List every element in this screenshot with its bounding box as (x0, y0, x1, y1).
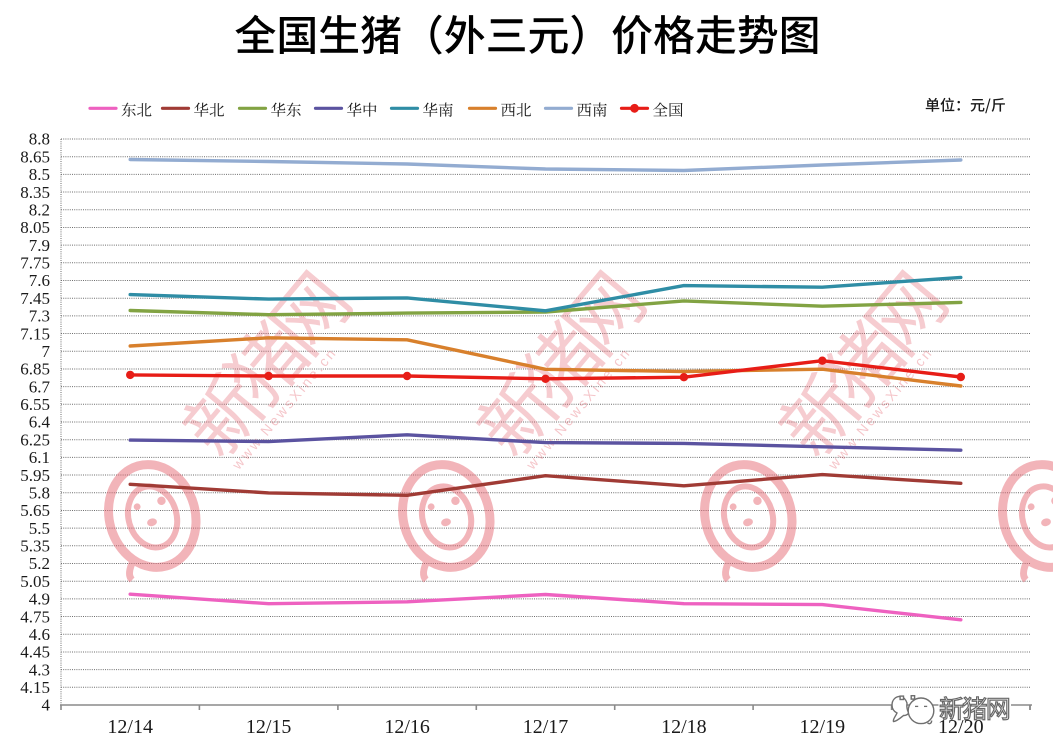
svg-text:7.75: 7.75 (20, 254, 50, 273)
svg-text:12/15: 12/15 (246, 716, 292, 738)
svg-text:7: 7 (42, 342, 51, 361)
svg-text:12/16: 12/16 (384, 716, 430, 738)
svg-text:8.35: 8.35 (20, 183, 50, 202)
svg-text:5.8: 5.8 (29, 483, 50, 502)
svg-text:8.2: 8.2 (29, 200, 50, 219)
svg-text:5.65: 5.65 (20, 501, 50, 520)
svg-text:6.7: 6.7 (29, 377, 51, 396)
svg-text:8.05: 8.05 (20, 218, 50, 237)
svg-text:5.95: 5.95 (20, 466, 50, 485)
svg-text:6.25: 6.25 (20, 430, 50, 449)
svg-text:12/19: 12/19 (800, 716, 846, 738)
svg-text:8.5: 8.5 (29, 165, 50, 184)
svg-text:4.15: 4.15 (20, 678, 50, 697)
svg-text:6.85: 6.85 (20, 360, 50, 379)
svg-text:8.8: 8.8 (29, 130, 50, 149)
svg-text:5.5: 5.5 (29, 519, 50, 538)
svg-text:5.2: 5.2 (29, 554, 50, 573)
svg-text:4.3: 4.3 (29, 660, 50, 679)
svg-text:12/18: 12/18 (661, 716, 707, 738)
svg-text:4: 4 (42, 696, 51, 715)
svg-text:6.55: 6.55 (20, 395, 50, 414)
svg-text:12/14: 12/14 (107, 716, 153, 738)
svg-text:4.9: 4.9 (29, 590, 50, 609)
svg-text:6.1: 6.1 (29, 448, 50, 467)
svg-text:6.4: 6.4 (29, 413, 51, 432)
svg-text:7.45: 7.45 (20, 289, 50, 308)
svg-text:7.15: 7.15 (20, 324, 50, 343)
svg-text:4.45: 4.45 (20, 643, 50, 662)
svg-text:12/17: 12/17 (523, 716, 569, 738)
svg-text:7.9: 7.9 (29, 236, 50, 255)
svg-text:5.35: 5.35 (20, 537, 50, 556)
svg-text:8.65: 8.65 (20, 147, 50, 166)
svg-text:5.05: 5.05 (20, 572, 50, 591)
svg-text:4.6: 4.6 (29, 625, 50, 644)
svg-text:4.75: 4.75 (20, 607, 50, 626)
svg-text:12/20: 12/20 (938, 716, 984, 738)
svg-text:7.6: 7.6 (29, 271, 50, 290)
svg-text:7.3: 7.3 (29, 307, 50, 326)
